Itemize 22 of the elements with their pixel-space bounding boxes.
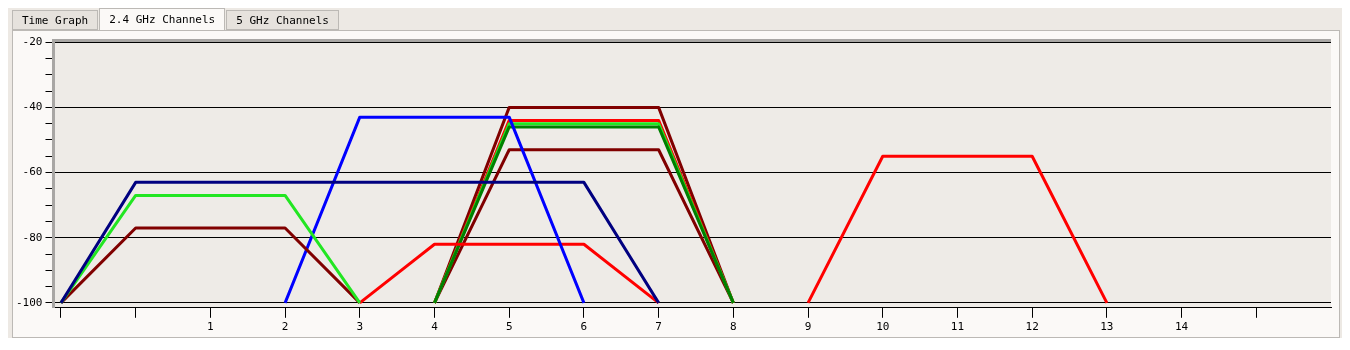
y-tick-label: -100 [15,295,43,309]
y-tick-label: -40 [22,100,43,114]
x-tick-label: 14 [1174,320,1189,334]
x-tick-label: 2 [281,320,289,334]
text: 5 GHz Channels [226,10,339,30]
x-tick-label: 11 [950,320,965,334]
text: 2.4 GHz Channels [99,8,226,30]
x-tick-label: 1 [207,320,214,334]
x-tick-label: 9 [804,320,812,334]
x-tick-label: 7 [655,320,662,334]
y-tick-label: -60 [22,165,43,179]
y-tick-label: -80 [22,230,43,244]
x-tick-label: 13 [1100,320,1114,334]
x-tick-label: 6 [580,320,588,334]
x-tick-label: 4 [431,320,439,334]
text: Time Graph [12,10,99,30]
x-tick-label: 10 [876,320,890,334]
x-tick-label: 12 [1025,320,1039,334]
x-tick-label: 8 [730,320,737,334]
x-tick-label: 5 [505,320,513,334]
y-tick-label: -20 [22,35,43,49]
x-tick-label: 3 [356,320,364,334]
